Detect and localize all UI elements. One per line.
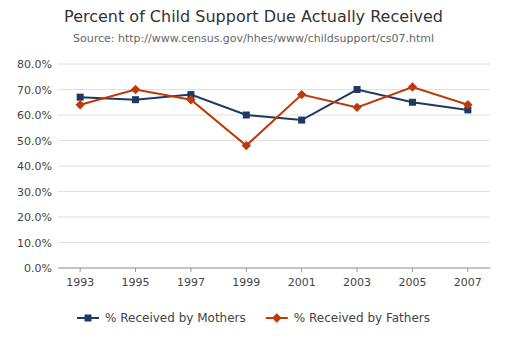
x-tick-label: 1993 bbox=[66, 276, 94, 289]
grid-line bbox=[58, 89, 490, 90]
title: Percent of Child Support Due Actually Re… bbox=[64, 7, 443, 26]
legend-item: % Received by Mothers bbox=[77, 311, 246, 325]
legend-item: % Received by Fathers bbox=[266, 311, 430, 325]
point bbox=[186, 95, 195, 104]
x-tick-label: 2003 bbox=[343, 276, 371, 289]
series-line bbox=[80, 87, 468, 146]
point bbox=[77, 94, 84, 101]
x-tick bbox=[190, 268, 191, 272]
y-grid bbox=[58, 64, 490, 268]
legend: % Received by Mothers % Received by Fathe… bbox=[77, 311, 430, 325]
grid-line bbox=[58, 268, 490, 269]
x-tick bbox=[467, 268, 468, 272]
x-tick-label: 2007 bbox=[454, 276, 482, 289]
x-tick bbox=[412, 268, 413, 272]
x-tick bbox=[80, 268, 81, 272]
y-tick-label: 80.0% bbox=[17, 58, 52, 71]
point bbox=[408, 82, 417, 91]
point bbox=[298, 117, 305, 124]
point bbox=[354, 86, 361, 93]
y-tick-label: 70.0% bbox=[17, 84, 52, 97]
legend-marker bbox=[85, 315, 92, 322]
x-tick-label: 1995 bbox=[122, 276, 150, 289]
grid-line bbox=[58, 217, 490, 218]
y-tick-label: 60.0% bbox=[17, 109, 52, 122]
y-tick-label: 0.0% bbox=[24, 262, 52, 275]
grid-line bbox=[58, 140, 490, 141]
point bbox=[297, 90, 306, 99]
grid-line bbox=[58, 115, 490, 116]
x-tick-label: 1999 bbox=[232, 276, 260, 289]
x-tick-label: 2001 bbox=[288, 276, 316, 289]
x-axis-line bbox=[58, 268, 490, 269]
legend-label: % Received by Fathers bbox=[294, 311, 430, 325]
x-tick bbox=[246, 268, 247, 272]
point bbox=[242, 141, 251, 150]
point bbox=[243, 112, 250, 119]
point bbox=[131, 85, 140, 94]
grid-line bbox=[58, 64, 490, 65]
point bbox=[409, 99, 416, 106]
y-tick-label: 10.0% bbox=[17, 237, 52, 250]
y-tick-label: 30.0% bbox=[17, 186, 52, 199]
x-tick bbox=[301, 268, 302, 272]
x-tick bbox=[357, 268, 358, 272]
point bbox=[132, 96, 139, 103]
x-tick-label: 2005 bbox=[398, 276, 426, 289]
y-tick-label: 50.0% bbox=[17, 135, 52, 148]
point bbox=[352, 103, 361, 112]
point bbox=[463, 100, 472, 109]
chart: Percent of Child Support Due Actually Re… bbox=[0, 0, 507, 341]
y-tick-label: 20.0% bbox=[17, 211, 52, 224]
plot-area bbox=[75, 82, 472, 150]
legend-label: % Received by Mothers bbox=[105, 311, 246, 325]
x-tick bbox=[135, 268, 136, 272]
legend-marker bbox=[272, 313, 281, 322]
grid-line bbox=[58, 166, 490, 167]
subtitle: Source: http://www.census.gov/hhes/www/c… bbox=[73, 32, 434, 45]
grid-line bbox=[58, 191, 490, 192]
y-tick-label: 40.0% bbox=[17, 160, 52, 173]
x-tick-label: 1997 bbox=[177, 276, 205, 289]
point bbox=[75, 100, 84, 109]
grid-line bbox=[58, 242, 490, 243]
series-line bbox=[80, 90, 468, 121]
